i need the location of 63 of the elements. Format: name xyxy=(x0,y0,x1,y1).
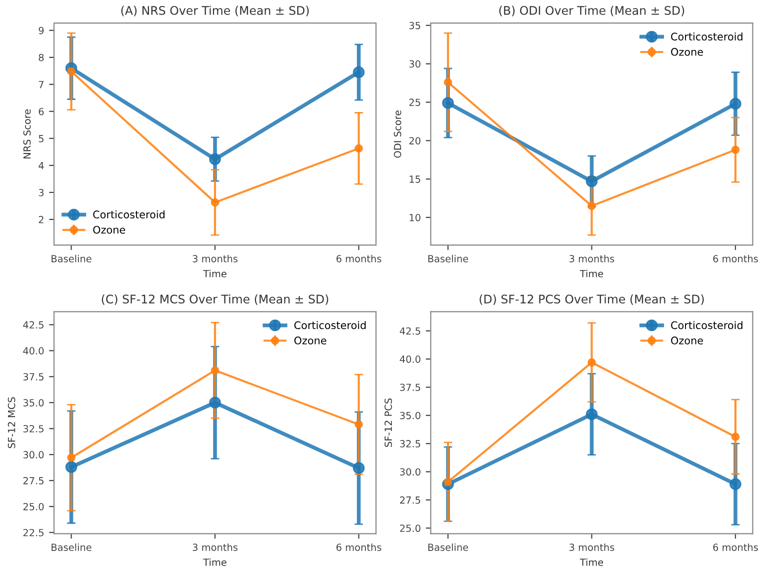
y-tick-label: 37.5 xyxy=(23,373,44,380)
y-tick-label: 20 xyxy=(409,137,420,144)
legend-label: Ozone xyxy=(671,48,703,56)
y-tick-label: 15 xyxy=(410,176,420,183)
legend-label: Ozone xyxy=(294,336,326,344)
y-axis-title: SF-12 MCS xyxy=(8,397,16,448)
x-tick-label: 3 months xyxy=(192,543,238,551)
y-tick-label: 8 xyxy=(38,54,44,62)
legend-label: Ozone xyxy=(671,336,703,344)
y-tick-label: 5 xyxy=(38,135,44,142)
y-tick-label: 35 xyxy=(409,22,420,30)
legend-label: Corticosteroid xyxy=(671,321,742,330)
y-tick-label: 40.0 xyxy=(23,347,44,354)
y-tick-label: 42.5 xyxy=(23,321,44,329)
x-tick-label: 6 months xyxy=(713,543,758,551)
y-tick-label: 25.0 xyxy=(23,502,44,510)
x-axis-title: Time xyxy=(203,558,226,566)
legend-label: Corticosteroid xyxy=(93,210,164,218)
chart-title: (C) SF-12 MCS Over Time (Mean ± SD) xyxy=(102,294,328,305)
x-axis-title: Time xyxy=(580,558,604,566)
y-tick-label: 27.5 xyxy=(400,496,420,504)
y-tick-label: 3 xyxy=(38,188,44,196)
x-tick-label: 6 months xyxy=(336,543,382,551)
x-tick-label: 3 months xyxy=(570,254,614,262)
legend-label: Corticosteroid xyxy=(294,321,366,330)
y-tick-label: 7 xyxy=(38,81,44,88)
legend-label: Corticosteroid xyxy=(671,32,742,41)
x-tick-label: 6 months xyxy=(713,254,758,262)
chart-title: (B) ODI Over Time (Mean ± SD) xyxy=(499,6,684,16)
y-tick-label: 2 xyxy=(38,216,44,224)
y-axis-title: NRS Score xyxy=(23,109,31,158)
y-tick-label: 30.0 xyxy=(400,468,420,476)
y-tick-label: 35.0 xyxy=(23,399,44,406)
y-tick-label: 37.5 xyxy=(400,384,420,392)
y-tick-label: 27.5 xyxy=(23,477,44,484)
x-tick-label: 6 months xyxy=(336,254,382,262)
y-tick-label: 6 xyxy=(38,108,44,116)
y-tick-label: 40.0 xyxy=(400,356,420,363)
y-tick-label: 9 xyxy=(38,26,44,34)
x-tick-label: Baseline xyxy=(52,543,92,551)
x-axis-title: Time xyxy=(580,270,604,278)
y-tick-label: 22.5 xyxy=(23,528,44,536)
y-tick-label: 32.5 xyxy=(23,425,44,432)
x-tick-label: 3 months xyxy=(192,254,238,262)
y-tick-label: 30 xyxy=(409,60,420,68)
x-tick-label: Baseline xyxy=(52,254,92,262)
x-tick-label: 3 months xyxy=(570,543,614,551)
y-axis-title: SF-12 PCS xyxy=(384,398,392,447)
y-tick-label: 32.5 xyxy=(400,440,420,448)
y-tick-label: 25 xyxy=(409,98,420,106)
y-tick-label: 30.0 xyxy=(23,451,44,458)
legend-label: Ozone xyxy=(93,226,126,234)
chart-title: (A) NRS Over Time (Mean ± SD) xyxy=(121,6,309,16)
chart-title: (D) SF-12 PCS Over Time (Mean ± SD) xyxy=(480,294,704,305)
x-tick-label: Baseline xyxy=(428,543,468,551)
y-tick-label: 4 xyxy=(38,162,44,170)
y-tick-label: 10 xyxy=(410,214,420,222)
y-tick-label: 42.5 xyxy=(400,327,420,335)
x-tick-label: Baseline xyxy=(428,254,468,262)
y-axis-title: ODI Score xyxy=(394,110,402,158)
x-axis-title: Time xyxy=(203,270,226,278)
y-tick-label: 35.0 xyxy=(400,412,420,420)
y-tick-label: 25.0 xyxy=(400,524,420,532)
